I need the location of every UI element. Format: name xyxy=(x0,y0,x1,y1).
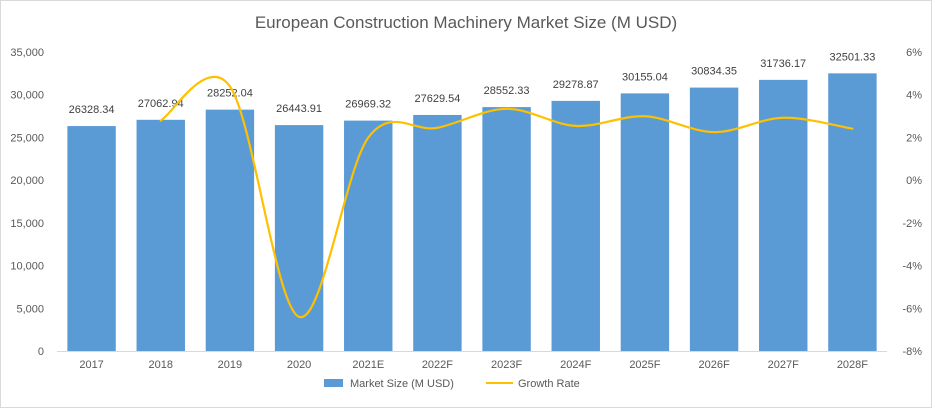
x-axis-tick-label: 2027F xyxy=(768,359,799,371)
bar-data-label: 27629.54 xyxy=(414,93,460,105)
left-axis-tick-label: 10,000 xyxy=(10,261,44,273)
x-axis-tick-label: 2021E xyxy=(352,359,384,371)
right-axis-tick-label: -8% xyxy=(902,346,922,358)
left-axis-tick-label: 20,000 xyxy=(10,175,44,187)
right-axis-tick-label: 4% xyxy=(906,90,922,102)
bar xyxy=(274,125,324,352)
bar xyxy=(67,126,116,351)
bar xyxy=(620,93,670,351)
bar-series xyxy=(67,73,877,352)
right-axis-tick-label: -6% xyxy=(902,303,922,315)
growth-rate-line xyxy=(159,76,854,318)
bar-data-label: 28552.33 xyxy=(484,85,530,97)
right-axis-tick-label: 6% xyxy=(906,47,922,59)
left-axis-tick-label: 30,000 xyxy=(10,90,44,102)
x-axis-tick-label: 2028F xyxy=(837,359,868,371)
bar xyxy=(413,114,462,352)
bar-data-label: 28252.04 xyxy=(207,88,253,100)
bar-data-label: 31736.17 xyxy=(760,58,806,70)
bar xyxy=(551,100,600,352)
left-axis: 0 5,000 10,000 15,000 20,000 25,000 30,000 35,0… xyxy=(10,47,44,358)
bar xyxy=(759,79,808,351)
x-axis-tick-label: 2023F xyxy=(491,359,522,371)
legend-label-growth-rate: Growth Rate xyxy=(518,378,580,390)
x-axis-tick-label: 2025F xyxy=(629,359,660,371)
left-axis-tick-label: 0 xyxy=(38,346,44,358)
right-axis-tick-label: -4% xyxy=(902,261,922,273)
right-axis-tick-label: 0% xyxy=(906,175,922,187)
x-axis-tick-label: 2024F xyxy=(560,359,591,371)
bar xyxy=(136,119,185,351)
bar xyxy=(828,73,877,352)
right-axis-tick-label: 2% xyxy=(906,132,922,144)
bar-data-label: 26328.34 xyxy=(69,104,115,116)
bar-data-label: 27062.94 xyxy=(138,98,184,110)
right-axis-tick-label: -2% xyxy=(902,218,922,230)
x-axis-tick-label: 2019 xyxy=(218,359,242,371)
right-axis: -8% -6% -4% -2% 0% 2% 4% 6% xyxy=(902,47,922,358)
bar-data-labels: 26328.34 27062.94 28252.04 26443.91 26969.32… xyxy=(69,51,876,116)
left-axis-tick-label: 15,000 xyxy=(10,218,44,230)
bar-data-label: 26969.32 xyxy=(345,99,391,111)
bar xyxy=(205,109,255,352)
bar-data-label: 29278.87 xyxy=(553,79,599,91)
left-axis-tick-label: 5,000 xyxy=(16,303,44,315)
x-axis-tick-label: 2018 xyxy=(149,359,173,371)
legend: Market Size (M USD) Growth Rate xyxy=(324,378,580,390)
bar xyxy=(689,87,739,352)
left-axis-tick-label: 35,000 xyxy=(10,47,44,59)
bar xyxy=(482,107,531,352)
x-axis-tick-label: 2022F xyxy=(422,359,453,371)
bar-data-label: 30834.35 xyxy=(691,66,737,78)
chart-title: European Construction Machinery Market S… xyxy=(255,13,677,32)
bar xyxy=(344,120,393,351)
x-axis: 2017 2018 2019 2020 2021E 2022F 2023F 2024F 2025… xyxy=(57,351,887,371)
legend-swatch-bar xyxy=(324,379,343,387)
bar-data-label: 26443.91 xyxy=(276,103,322,115)
growth-rate-series xyxy=(159,76,854,318)
x-axis-tick-label: 2020 xyxy=(287,359,311,371)
x-axis-tick-label: 2017 xyxy=(79,359,103,371)
x-axis-tick-label: 2026F xyxy=(698,359,729,371)
left-axis-tick-label: 25,000 xyxy=(10,132,44,144)
bar-data-label: 30155.04 xyxy=(622,71,668,83)
legend-label-market-size: Market Size (M USD) xyxy=(350,378,454,390)
bar-data-label: 32501.33 xyxy=(829,51,875,63)
